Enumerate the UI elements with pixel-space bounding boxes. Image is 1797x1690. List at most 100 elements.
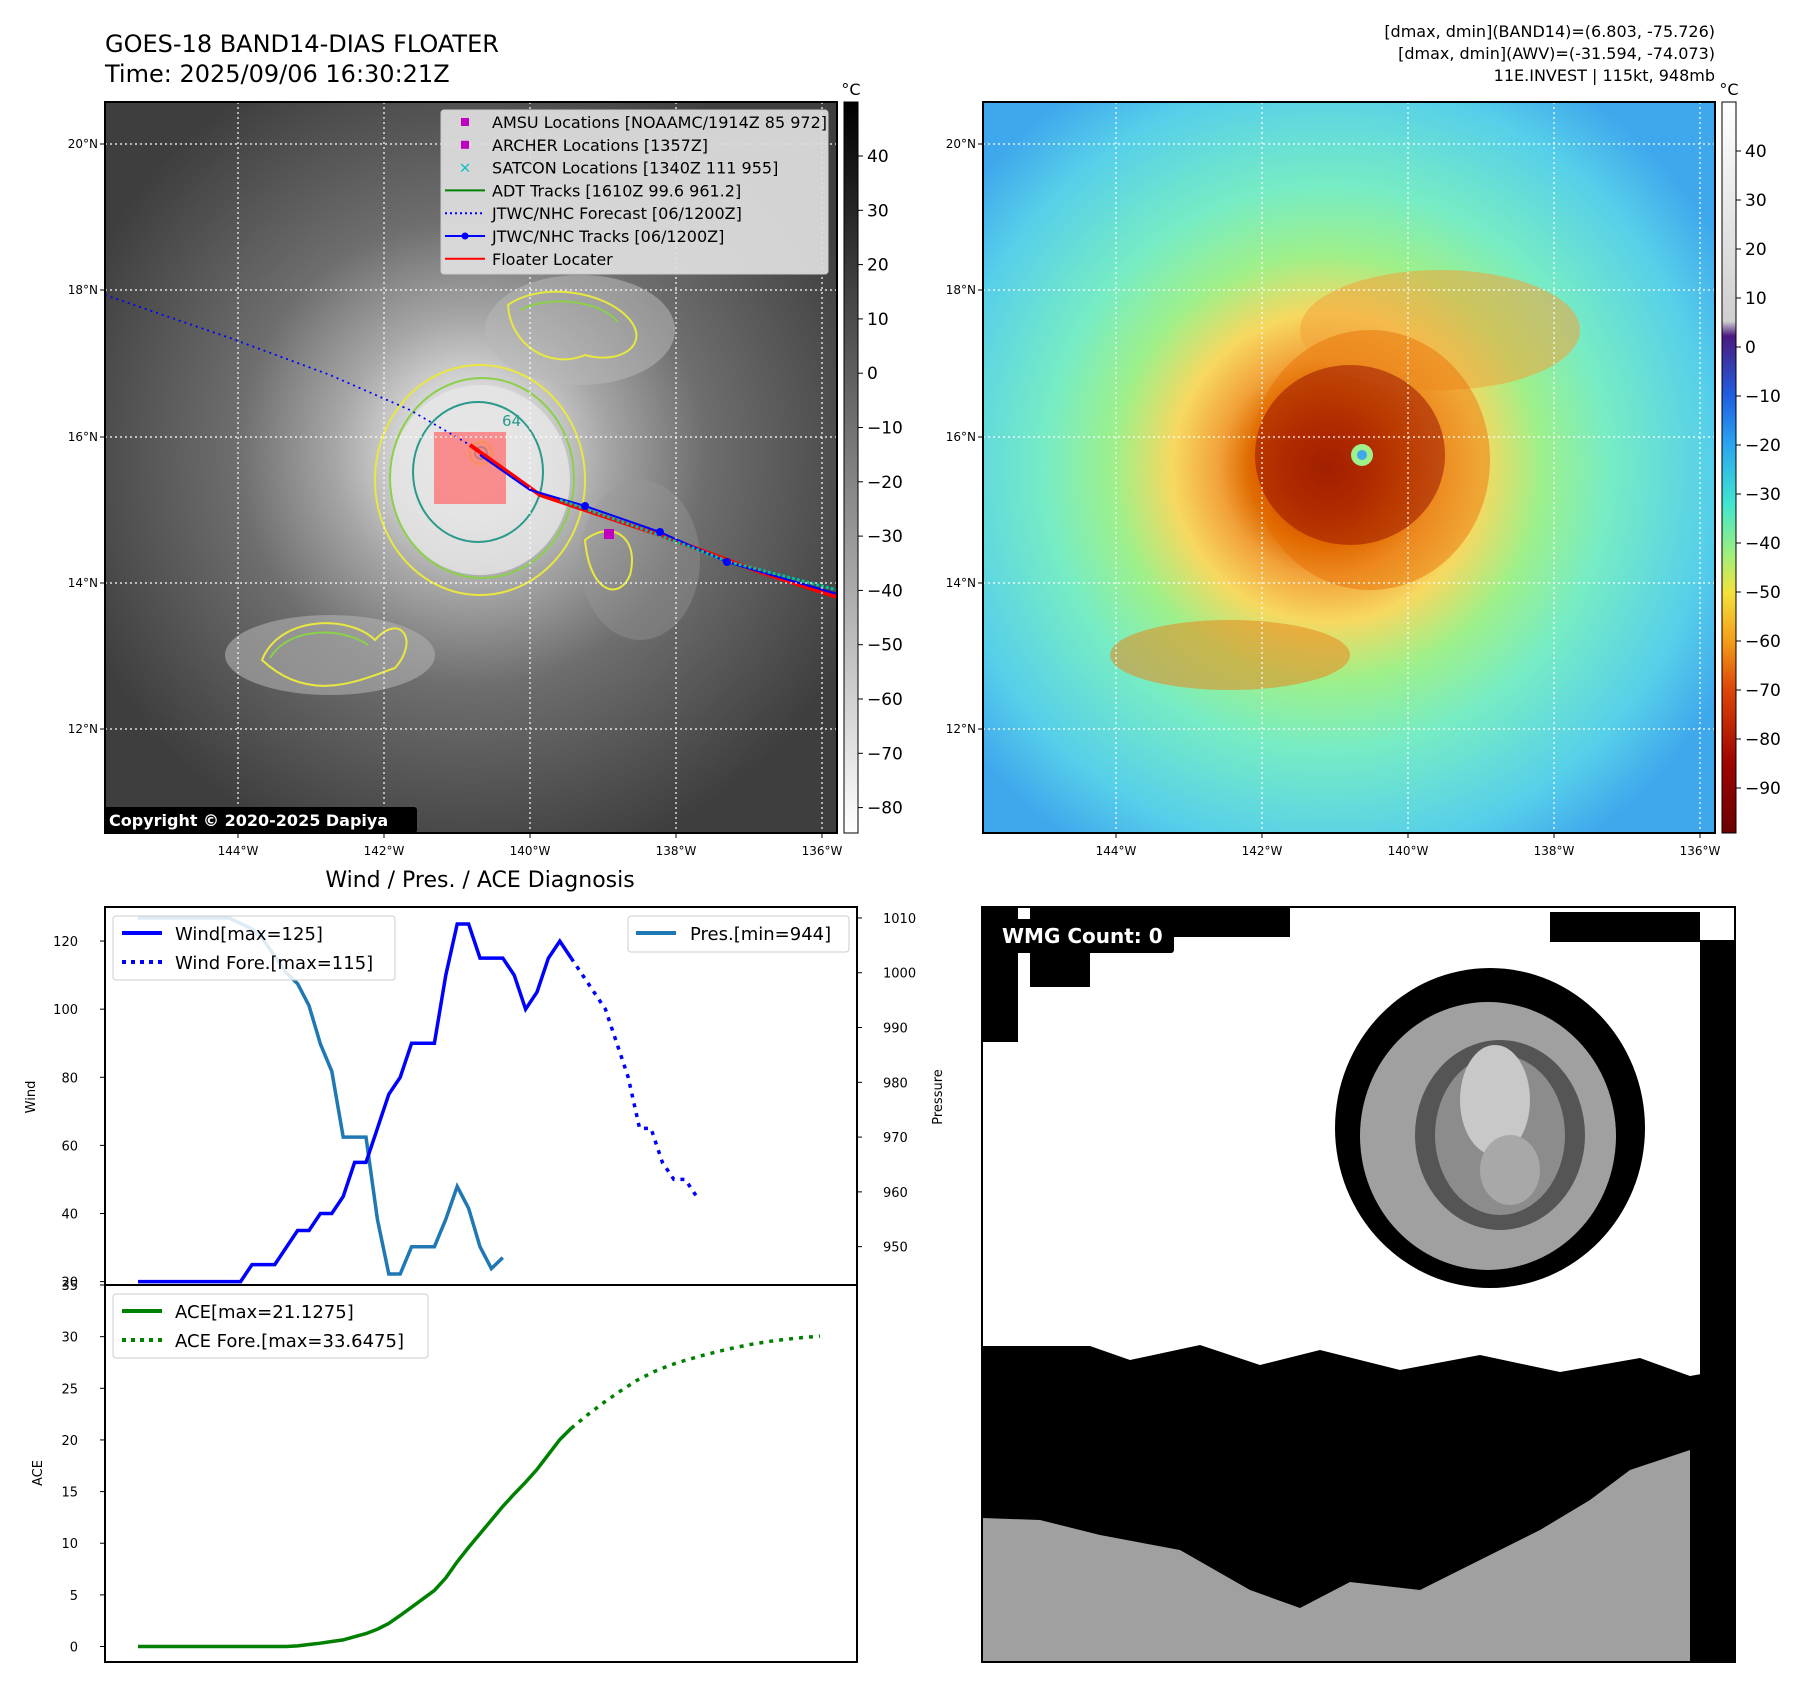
colorbar-tick: −70 <box>1745 681 1781 701</box>
colorbar-tick: −30 <box>1745 485 1781 505</box>
lat-label: 12°N <box>946 722 976 736</box>
colorbar-tick: 0 <box>867 364 878 384</box>
lat-label: 20°N <box>68 137 98 151</box>
legend-marker <box>461 140 469 149</box>
lon-label: 144°W <box>1096 844 1137 858</box>
lon-label: 138°W <box>656 844 697 858</box>
lat-label: 20°N <box>946 137 976 151</box>
lon-label: 140°W <box>510 844 551 858</box>
ace-line <box>138 1427 573 1649</box>
colorbar-tick: −30 <box>867 527 903 547</box>
pressure-tick: 1010 <box>883 912 916 927</box>
colorbar-tick: −50 <box>867 636 903 656</box>
wind-legend: Wind[max=125] Wind Fore.[max=115] <box>112 915 396 981</box>
lat-label: 16°N <box>68 430 98 444</box>
lon-label: 140°W <box>1388 844 1429 858</box>
left-title-line2: Time: 2025/09/06 16:30:21Z <box>104 60 450 88</box>
pressure-tick: 1000 <box>883 967 916 982</box>
contour-label: 64 <box>502 412 521 430</box>
wmg-panel: WMG Count: 0 <box>981 906 1736 1663</box>
ace-series-name: ACE[max=21.1275] <box>175 1302 354 1323</box>
pressure-tick: 970 <box>883 1131 908 1146</box>
diagnosis-title: Wind / Pres. / ACE Diagnosis <box>325 868 634 893</box>
legend-label: AMSU Locations [NOAAMC/1914Z 85 972] <box>492 113 827 132</box>
colorbar-tick: −80 <box>867 799 903 819</box>
colorbar-tick: −90 <box>1745 779 1781 799</box>
colorbar-tick: −10 <box>1745 387 1781 407</box>
ace-legend: ACE[max=21.1275] ACE Fore.[max=33.6475] <box>112 1293 429 1359</box>
colorbar-tick: 30 <box>1745 191 1767 211</box>
wind-tick: 60 <box>61 1139 78 1154</box>
colorbar-tick: 40 <box>867 147 889 167</box>
pressure-tick: 950 <box>883 1241 908 1256</box>
info-line1: [dmax, dmin](BAND14)=(6.803, -75.726) <box>1384 22 1715 41</box>
colorbar-tick: 40 <box>1745 142 1767 162</box>
ace-forecast-series-name: ACE Fore.[max=33.6475] <box>175 1331 404 1352</box>
wind-tick: 100 <box>53 1003 78 1018</box>
copyright-text: Copyright © 2020-2025 Dapiya <box>109 811 388 830</box>
wind-line <box>138 922 573 1284</box>
legend-marker <box>461 118 469 126</box>
legend-marker: × <box>459 159 472 177</box>
pressure-tick: 980 <box>883 1076 908 1091</box>
wind-tick: 40 <box>61 1207 78 1222</box>
colorbar-tick: 0 <box>1745 338 1756 358</box>
colorbar-tick: 20 <box>867 256 889 276</box>
legend-label: JTWC/NHC Tracks [06/1200Z] <box>491 227 724 246</box>
lon-label: 142°W <box>364 844 405 858</box>
ace-tick: 30 <box>61 1331 78 1346</box>
wind-pressure-chart: 20 40 60 80 100 120 950 960 970 980 990 1000 1010 W… <box>24 906 946 1291</box>
colorbar-tick: −20 <box>867 473 903 493</box>
pressure-legend: Pres.[min=944] <box>627 915 850 953</box>
ace-tick: 5 <box>70 1589 78 1604</box>
legend-label: ARCHER Locations [1357Z] <box>492 136 708 155</box>
right-colorbar-unit: °C <box>1719 80 1738 99</box>
wind-forecast-series-name: Wind Fore.[max=115] <box>175 953 373 974</box>
wind-tick: 80 <box>61 1071 78 1086</box>
colorbar-tick: −60 <box>867 690 903 710</box>
colorbar-tick: −20 <box>1745 436 1781 456</box>
colorbar-tick: −40 <box>867 581 903 601</box>
wind-axis-label: Wind <box>24 1081 39 1114</box>
ace-tick: 20 <box>61 1434 78 1449</box>
ace-chart: 0 5 10 15 20 25 30 35 ACE ACE[max=21.1275] ACE … <box>31 1279 858 1663</box>
wind-series-name: Wind[max=125] <box>175 924 323 945</box>
enhanced-map-panel: [dmax, dmin](BAND14)=(6.803, -75.726) [d… <box>946 22 1781 858</box>
lon-label: 142°W <box>1242 844 1283 858</box>
map-legend: AMSU Locations [NOAAMC/1914Z 85 972] ARCH… <box>440 109 829 275</box>
lat-label: 14°N <box>946 576 976 590</box>
legend-label: SATCON Locations [1340Z 111 955] <box>492 159 778 178</box>
colorbar-tick: 10 <box>1745 289 1767 309</box>
colorbar-tick: −80 <box>1745 730 1781 750</box>
legend-label: Floater Locater <box>492 250 613 269</box>
lat-label: 16°N <box>946 430 976 444</box>
info-line2: [dmax, dmin](AWV)=(-31.594, -74.073) <box>1398 44 1715 63</box>
ace-tick: 25 <box>61 1382 78 1397</box>
lat-label: 14°N <box>68 576 98 590</box>
colorbar-tick: −60 <box>1745 632 1781 652</box>
legend-label: ADT Tracks [1610Z 99.6 961.2] <box>492 181 741 200</box>
ir-map-panel: 64 Copyright © 2020-2025 Dapiya AMSU Loc… <box>68 30 903 858</box>
lon-label: 136°W <box>802 844 843 858</box>
left-colorbar-unit: °C <box>841 80 860 99</box>
ace-tick: 35 <box>61 1279 78 1294</box>
pressure-axis-label: Pressure <box>931 1069 946 1125</box>
ace-tick: 15 <box>61 1486 78 1501</box>
ace-tick: 0 <box>70 1641 78 1656</box>
lat-label: 18°N <box>68 283 98 297</box>
wind-tick: 20 <box>61 1276 78 1291</box>
colorbar-tick: 20 <box>1745 240 1767 260</box>
info-line3: 11E.INVEST | 115kt, 948mb <box>1494 66 1715 85</box>
lon-label: 136°W <box>1680 844 1721 858</box>
lon-label: 138°W <box>1534 844 1575 858</box>
colorbar-tick: 10 <box>867 310 889 330</box>
wind-tick: 120 <box>53 935 78 950</box>
ace-axis-label: ACE <box>31 1460 46 1486</box>
colorbar-tick: −50 <box>1745 583 1781 603</box>
wmg-count-label: WMG Count: 0 <box>1002 924 1163 948</box>
lon-label: 144°W <box>218 844 259 858</box>
pressure-tick: 990 <box>883 1022 908 1037</box>
ace-tick: 10 <box>61 1537 78 1552</box>
ace-forecast-line <box>570 1334 821 1430</box>
